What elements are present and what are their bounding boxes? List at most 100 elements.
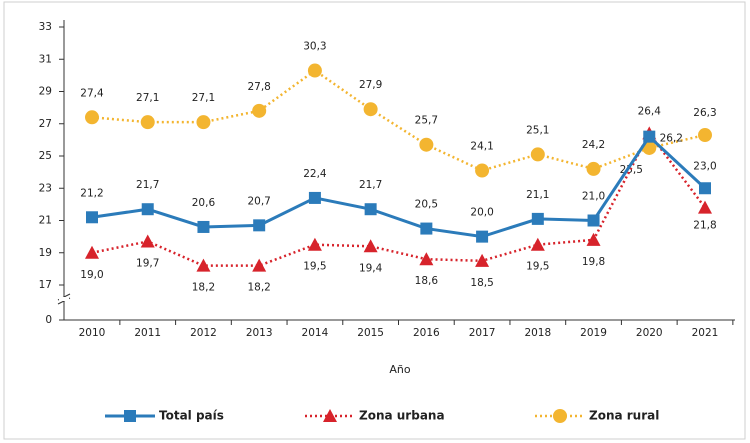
value-label: 21,0 <box>582 191 605 203</box>
marker <box>419 252 434 266</box>
legend-label: Zona rural <box>589 409 659 423</box>
value-label: 24,2 <box>582 139 605 151</box>
value-label: 18,5 <box>470 277 493 289</box>
x-axis-label: Año <box>389 363 410 376</box>
marker <box>420 222 433 235</box>
value-label: 27,4 <box>80 87 104 99</box>
value-label: 21,7 <box>359 179 382 191</box>
x-tick-label: 2018 <box>524 327 551 339</box>
legend-marker <box>124 410 136 422</box>
marker <box>85 245 99 259</box>
value-label: 30,3 <box>303 41 326 53</box>
value-label: 20,6 <box>192 197 216 209</box>
value-label: 20,0 <box>470 207 493 219</box>
y-tick-label: 19 <box>39 247 52 259</box>
x-tick-label: 2014 <box>302 327 329 339</box>
value-label: 18,2 <box>192 282 215 294</box>
marker <box>476 230 489 243</box>
marker <box>86 211 98 224</box>
marker <box>530 147 545 162</box>
value-label: 27,1 <box>192 92 215 104</box>
value-label: 25,7 <box>415 115 438 127</box>
value-label: 19,5 <box>303 261 326 273</box>
value-label: 25,1 <box>526 124 549 136</box>
value-label: 19,5 <box>526 261 549 273</box>
marker <box>140 234 155 248</box>
legend-label: Total país <box>159 409 224 423</box>
x-tick-label: 2011 <box>134 327 161 339</box>
value-label: 26,2 <box>660 133 683 145</box>
marker <box>363 102 378 117</box>
value-label: 19,8 <box>582 256 605 268</box>
value-label: 22,4 <box>303 168 327 180</box>
value-label: 26,4 <box>638 105 662 117</box>
value-label: 19,0 <box>80 269 103 281</box>
x-tick-label: 2019 <box>580 327 607 339</box>
series-line <box>91 131 706 267</box>
value-label: 26,3 <box>693 107 716 119</box>
x-tick-label: 2012 <box>190 327 217 339</box>
value-label: 19,7 <box>136 257 159 269</box>
marker <box>643 130 656 143</box>
marker <box>307 237 322 251</box>
axis-break-gap <box>59 297 69 301</box>
value-label: 27,8 <box>247 81 270 93</box>
legend-marker <box>323 409 337 422</box>
y-tick-label: 21 <box>39 215 52 227</box>
marker <box>586 232 601 246</box>
x-tick-label: 2017 <box>469 327 496 339</box>
value-label: 27,1 <box>136 92 159 104</box>
marker <box>196 258 211 272</box>
value-label: 21,1 <box>526 189 549 201</box>
y-tick-label: 25 <box>39 150 52 162</box>
marker <box>141 203 154 216</box>
marker <box>586 161 601 176</box>
value-label: 24,1 <box>470 141 493 153</box>
legend-label: Zona urbana <box>359 409 445 423</box>
marker <box>252 103 267 118</box>
y-tick-label: 33 <box>39 21 52 33</box>
marker <box>699 182 711 195</box>
series-line <box>91 134 707 239</box>
marker <box>307 63 322 78</box>
value-label: 23,0 <box>693 160 716 172</box>
chart-frame <box>3 1 746 440</box>
y-tick-label: 0 <box>45 314 52 326</box>
value-label: 20,5 <box>415 199 438 211</box>
y-tick-label: 29 <box>39 86 52 98</box>
x-tick-label: 2010 <box>79 327 106 339</box>
value-label: 27,9 <box>359 79 382 91</box>
y-tick-label: 17 <box>39 279 52 291</box>
value-label: 21,7 <box>136 179 159 191</box>
value-label: 21,2 <box>80 187 103 199</box>
marker <box>475 163 490 178</box>
x-tick-label: 2013 <box>246 327 273 339</box>
marker <box>419 137 434 152</box>
marker <box>85 110 99 125</box>
value-label: 18,6 <box>415 275 439 287</box>
marker <box>587 214 600 227</box>
marker <box>531 212 544 225</box>
legend-marker <box>553 409 567 423</box>
marker <box>698 200 712 214</box>
value-label: 21,8 <box>693 220 716 232</box>
x-tick-label: 2016 <box>413 327 440 339</box>
value-label: 19,4 <box>359 262 383 274</box>
marker <box>698 128 712 143</box>
marker <box>364 203 377 216</box>
marker <box>196 115 211 130</box>
marker <box>530 237 545 251</box>
marker <box>252 258 267 272</box>
x-tick-label: 2015 <box>357 327 384 339</box>
marker <box>197 220 210 233</box>
marker <box>363 239 378 253</box>
y-tick-label: 27 <box>39 118 52 130</box>
x-tick-label: 2021 <box>692 327 719 339</box>
series-line <box>91 69 706 172</box>
marker <box>475 253 490 267</box>
y-tick-label: 31 <box>39 53 52 65</box>
y-tick-label: 23 <box>39 182 52 194</box>
x-tick-label: 2020 <box>636 327 663 339</box>
marker <box>308 191 321 204</box>
